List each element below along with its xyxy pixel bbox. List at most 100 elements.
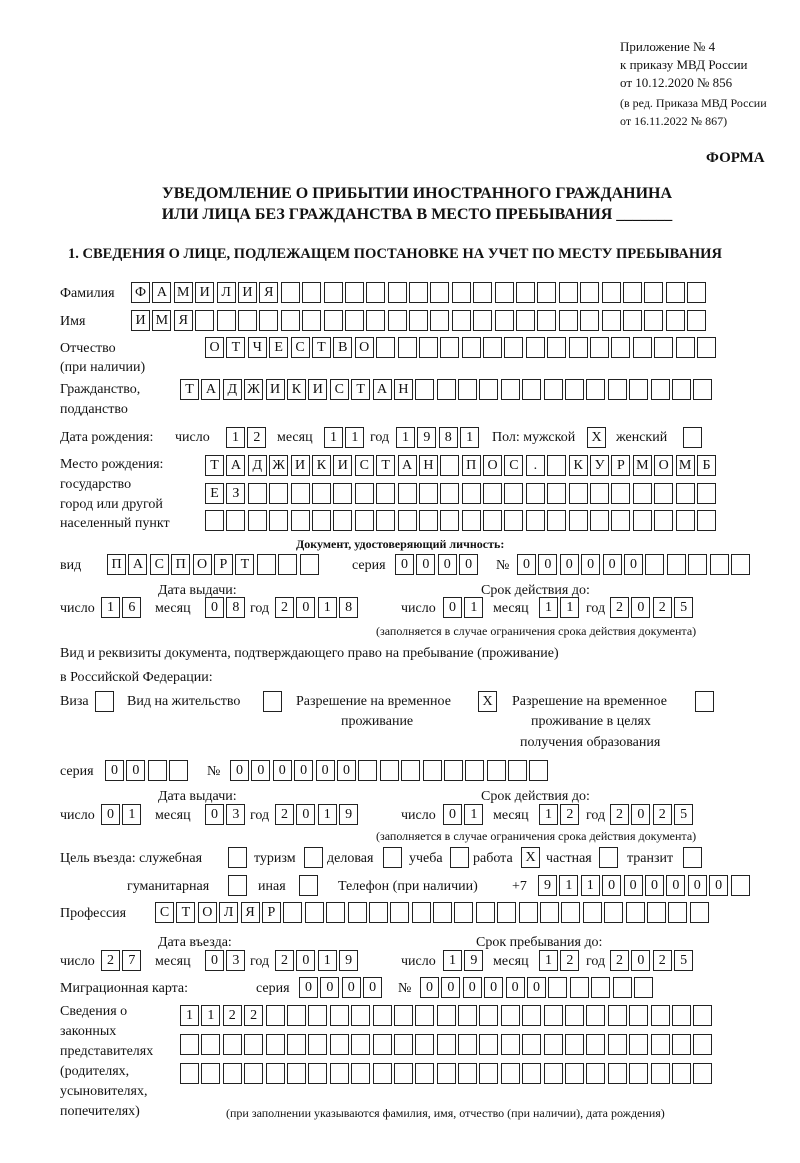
- form-cell[interactable]: 0: [623, 875, 643, 896]
- form-cell[interactable]: [650, 1034, 670, 1055]
- form-cell[interactable]: [675, 337, 695, 358]
- form-cell[interactable]: 0: [341, 977, 361, 998]
- sex-male-checkbox[interactable]: X: [587, 427, 608, 449]
- form-cell[interactable]: [568, 483, 588, 504]
- form-cell[interactable]: 0: [631, 950, 651, 971]
- form-cell[interactable]: 9: [339, 950, 359, 971]
- form-cell[interactable]: [633, 977, 653, 998]
- form-cell[interactable]: [372, 1034, 392, 1055]
- form-cell[interactable]: [411, 902, 431, 923]
- form-cell[interactable]: [201, 1034, 221, 1055]
- form-cell[interactable]: [622, 282, 642, 303]
- form-cell[interactable]: И: [195, 282, 215, 303]
- form-cell[interactable]: [393, 1034, 413, 1055]
- form-cell[interactable]: [622, 310, 642, 331]
- form-cell[interactable]: 1: [317, 950, 337, 971]
- form-cell[interactable]: [458, 1005, 478, 1026]
- form-cell[interactable]: 9: [464, 950, 484, 971]
- form-cell[interactable]: П: [171, 554, 191, 575]
- form-cell[interactable]: [607, 1005, 627, 1026]
- form-cell[interactable]: [390, 902, 410, 923]
- form-cell[interactable]: [479, 1034, 499, 1055]
- form-cell[interactable]: [387, 310, 407, 331]
- form-cell[interactable]: [504, 510, 524, 531]
- form-cell[interactable]: [280, 310, 300, 331]
- form-cell[interactable]: [351, 1034, 371, 1055]
- form-cell[interactable]: Б: [696, 455, 716, 476]
- form-cell[interactable]: [409, 310, 429, 331]
- form-cell[interactable]: Т: [226, 337, 246, 358]
- form-cell[interactable]: [632, 510, 652, 531]
- form-cell[interactable]: Ж: [244, 379, 264, 400]
- form-cell[interactable]: Ж: [269, 455, 289, 476]
- form-cell[interactable]: З: [226, 483, 246, 504]
- form-cell[interactable]: [397, 510, 417, 531]
- form-cell[interactable]: 1: [396, 427, 415, 448]
- form-cell[interactable]: [522, 1063, 542, 1084]
- form-cell[interactable]: 1: [580, 875, 600, 896]
- form-cell[interactable]: 1: [560, 597, 580, 618]
- form-cell[interactable]: [366, 282, 386, 303]
- form-cell[interactable]: [433, 902, 453, 923]
- form-cell[interactable]: 0: [363, 977, 383, 998]
- form-cell[interactable]: 0: [538, 554, 558, 575]
- form-cell[interactable]: 2: [652, 597, 672, 618]
- form-cell[interactable]: [368, 902, 388, 923]
- form-cell[interactable]: Я: [259, 282, 279, 303]
- form-cell[interactable]: [543, 1005, 563, 1026]
- form-cell[interactable]: .: [525, 455, 545, 476]
- form-cell[interactable]: 0: [666, 875, 686, 896]
- form-cell[interactable]: 2: [560, 950, 580, 971]
- form-cell[interactable]: И: [237, 282, 257, 303]
- form-cell[interactable]: [479, 1005, 499, 1026]
- form-cell[interactable]: [693, 1063, 713, 1084]
- form-cell[interactable]: [565, 1034, 585, 1055]
- form-cell[interactable]: [696, 483, 716, 504]
- form-cell[interactable]: О: [205, 337, 224, 358]
- form-cell[interactable]: Ч: [247, 337, 267, 358]
- form-cell[interactable]: [372, 1063, 392, 1084]
- form-cell[interactable]: [590, 483, 610, 504]
- sex-female-checkbox[interactable]: [683, 427, 704, 449]
- form-cell[interactable]: Е: [269, 337, 289, 358]
- form-cell[interactable]: [730, 554, 750, 575]
- form-cell[interactable]: [650, 379, 670, 400]
- form-cell[interactable]: [237, 310, 257, 331]
- form-cell[interactable]: [607, 1034, 627, 1055]
- form-cell[interactable]: М: [675, 455, 695, 476]
- form-cell[interactable]: 0: [296, 804, 316, 825]
- form-cell[interactable]: Т: [180, 379, 199, 400]
- form-cell[interactable]: 1: [559, 875, 579, 896]
- form-cell[interactable]: [582, 902, 602, 923]
- form-cell[interactable]: 2: [244, 1005, 264, 1026]
- form-cell[interactable]: 2: [222, 1005, 242, 1026]
- form-cell[interactable]: 8: [438, 427, 458, 448]
- form-cell[interactable]: [461, 510, 481, 531]
- form-cell[interactable]: [376, 337, 396, 358]
- form-cell[interactable]: А: [152, 282, 172, 303]
- form-cell[interactable]: [665, 282, 685, 303]
- purpose-transit-checkbox[interactable]: [683, 847, 704, 869]
- form-cell[interactable]: [629, 379, 649, 400]
- form-cell[interactable]: С: [504, 455, 524, 476]
- form-cell[interactable]: [436, 1034, 456, 1055]
- form-cell[interactable]: 1: [201, 1005, 221, 1026]
- form-cell[interactable]: [358, 760, 378, 781]
- form-cell[interactable]: С: [329, 379, 349, 400]
- form-cell[interactable]: 1: [226, 427, 245, 448]
- form-cell[interactable]: [607, 1063, 627, 1084]
- representatives-field[interactable]: [180, 1063, 715, 1085]
- form-cell[interactable]: И: [131, 310, 150, 331]
- form-cell[interactable]: [500, 1034, 520, 1055]
- form-cell[interactable]: 0: [251, 760, 271, 781]
- form-cell[interactable]: 2: [560, 804, 580, 825]
- form-cell[interactable]: 0: [315, 760, 335, 781]
- form-cell[interactable]: [286, 1063, 306, 1084]
